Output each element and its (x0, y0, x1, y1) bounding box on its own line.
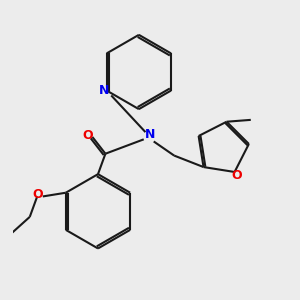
Text: O: O (231, 169, 242, 182)
Text: N: N (98, 84, 109, 97)
Text: O: O (82, 129, 93, 142)
Text: O: O (33, 188, 43, 202)
Text: N: N (145, 128, 155, 140)
